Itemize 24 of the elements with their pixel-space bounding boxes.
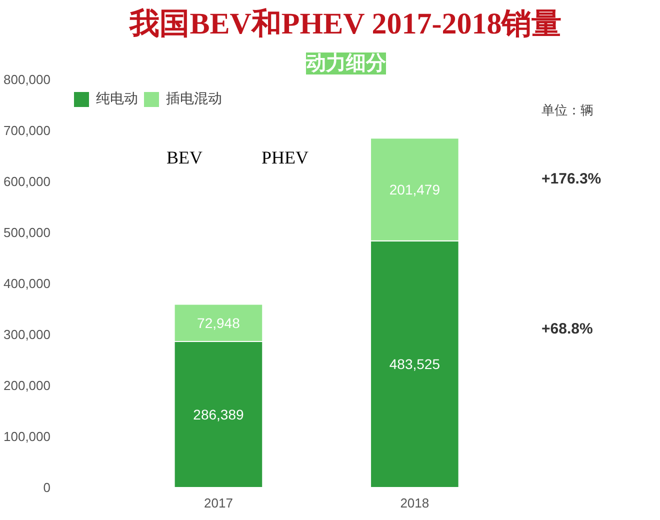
y-tick-label: 700,000 xyxy=(4,123,51,138)
data-label: 483,525 xyxy=(389,356,440,372)
chart-subtitle: 动力细分 xyxy=(305,52,387,74)
y-tick-label: 300,000 xyxy=(4,327,51,342)
text: +68.8% xyxy=(542,320,593,338)
chart-title: 我国BEV和PHEV 2017-2018销量 xyxy=(128,8,562,40)
annotation: BEV xyxy=(166,148,202,168)
y-tick-label: 0 xyxy=(43,480,51,495)
annotation: PHEV xyxy=(262,148,309,168)
y-tick-label: 200,000 xyxy=(4,378,51,393)
text: 单位：辆 xyxy=(542,102,594,118)
data-label: 72,948 xyxy=(197,314,240,331)
data-label: 201,479 xyxy=(389,182,440,198)
data-label: 286,389 xyxy=(193,406,244,422)
y-tick-label: 600,000 xyxy=(4,174,51,189)
text: +176.3% xyxy=(542,170,602,188)
legend-label: 插电混动 xyxy=(166,90,222,108)
x-tick-label: 2018 xyxy=(400,496,430,510)
legend-label: 纯电动 xyxy=(96,90,138,108)
x-tick-label: 2017 xyxy=(204,496,233,510)
y-tick-label: 100,000 xyxy=(4,429,51,444)
y-tick-label: 800,000 xyxy=(4,72,51,87)
y-tick-label: 500,000 xyxy=(4,225,51,240)
y-tick-label: 400,000 xyxy=(4,276,51,291)
